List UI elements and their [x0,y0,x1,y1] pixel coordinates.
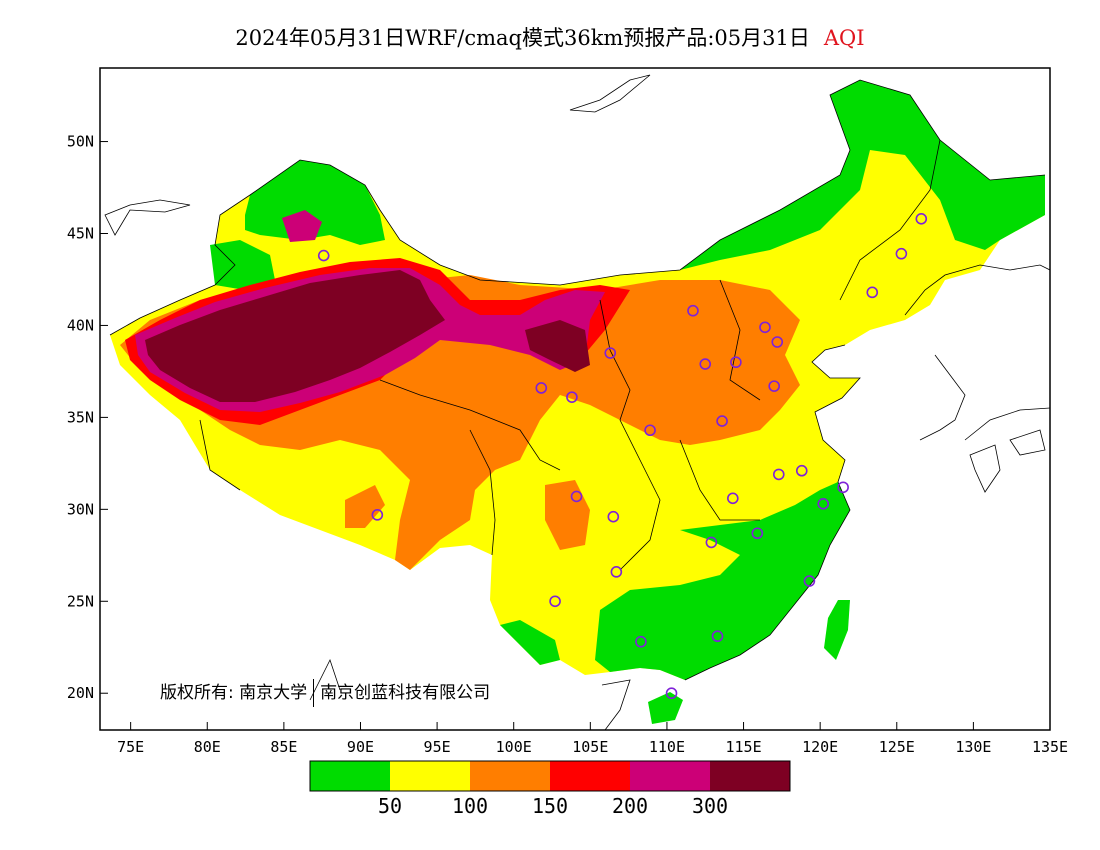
copyright-prefix: 版权所有: [160,683,234,703]
map-plot-area [104,74,1050,730]
colorbar-label: 100 [452,794,488,818]
lon-axis: 75E 80E 85E 90E 95E 100E 105E 110E 115E 120E 125E 1… [117,722,1068,756]
station-marker [566,391,578,403]
lat-axis: 20N 25N 30N 35N 40N 45N 50N [67,133,108,702]
station-marker [772,468,785,481]
aqi-zone-green-southeast [595,482,850,680]
lon-tick-label: 115E [725,738,761,756]
lat-tick-label: 50N [67,133,94,151]
colorbar-swatch [630,761,710,791]
station-marker [768,380,780,392]
copyright-notice: 版权所有: 南京大学 南京创蓝科技有限公司 [160,678,490,707]
lon-tick-label: 75E [117,738,144,756]
lon-tick-label: 100E [496,738,532,756]
lon-tick-label: 130E [955,738,991,756]
lat-tick-label: 25N [67,592,94,610]
station-marker [535,382,548,394]
station-marker [644,424,656,437]
station-marker [610,566,623,578]
map-title-product: AQI [823,26,865,50]
lon-tick-label: 80E [194,738,221,756]
coastline-outside [104,74,1050,730]
aqi-zone-green-hainan [648,692,683,724]
aqi-zone-orange-tibet [345,485,385,528]
station-marker [371,509,384,521]
colorbar-swatch [470,761,550,791]
aqi-zone-green-northeast [680,80,1045,270]
station-marker [705,536,718,549]
boundary-lines [109,79,1046,681]
station-marker [817,498,830,510]
station-marker [803,575,816,587]
station-marker [759,321,771,334]
station-marker [727,492,739,505]
station-marker [549,595,561,608]
monitoring-stations [317,212,928,700]
aqi-zone-green-north [245,160,385,245]
lon-tick-label: 95E [424,738,451,756]
aqi-zone-green-taiwan [824,600,850,660]
station-marker [665,687,678,700]
map-title: 2024年05月31日WRF/cmaq模式36km预报产品:05月31日 AQI [0,22,1100,52]
lat-tick-label: 40N [67,316,94,334]
station-marker [915,212,928,225]
aqi-zone-maroon-badain [525,320,590,372]
station-marker [895,247,908,260]
station-marker [604,347,617,359]
station-marker [687,304,699,317]
lat-tick-label: 45N [67,225,94,243]
colorbar-swatch [550,761,630,791]
aqi-zone-green-southwest [500,620,560,665]
station-marker [317,249,330,262]
station-marker [866,286,879,299]
station-marker [771,336,784,348]
station-marker [711,630,724,643]
station-marker [570,490,583,503]
station-marker [837,481,849,494]
colorbar-label: 150 [532,794,568,818]
colorbar-label: 50 [378,794,402,818]
lat-tick-label: 20N [67,684,94,702]
lon-tick-label: 125E [879,738,915,756]
lon-tick-label: 90E [347,738,374,756]
copyright-org-1: 南京大学 [239,683,308,703]
lon-tick-label: 85E [270,738,297,756]
copyright-separator [313,679,315,707]
aqi-colorbar: 50 100 150 200 300 [309,760,791,818]
lon-tick-label: 135E [1032,738,1068,756]
station-marker [716,415,728,427]
lat-tick-label: 30N [67,500,94,518]
station-marker [751,527,764,540]
aqi-zone-green-west [210,240,275,290]
aqi-zone-maroon-tarim [145,270,445,402]
lon-tick-label: 110E [649,738,685,756]
copyright-org-2: 南京创蓝科技有限公司 [320,683,491,703]
lon-tick-label: 105E [572,738,608,756]
colorbar-label: 200 [612,794,648,818]
station-marker [730,356,742,369]
colorbar-label: 300 [692,794,728,818]
map-title-main: 2024年05月31日WRF/cmaq模式36km预报产品:05月31日 [235,26,810,50]
map-frame [99,67,1051,731]
colorbar-swatch [710,761,790,791]
lon-tick-label: 120E [802,738,838,756]
aqi-zone-magenta-small [282,210,322,242]
colorbar-swatch [390,761,470,791]
aqi-zone-orange-sichuan [545,480,590,550]
station-marker [699,358,712,370]
colorbar-frame [309,760,791,792]
colorbar-swatch [310,761,390,791]
station-marker [607,510,620,523]
station-marker [635,635,647,648]
station-marker [795,464,808,477]
lat-tick-label: 35N [67,408,94,426]
